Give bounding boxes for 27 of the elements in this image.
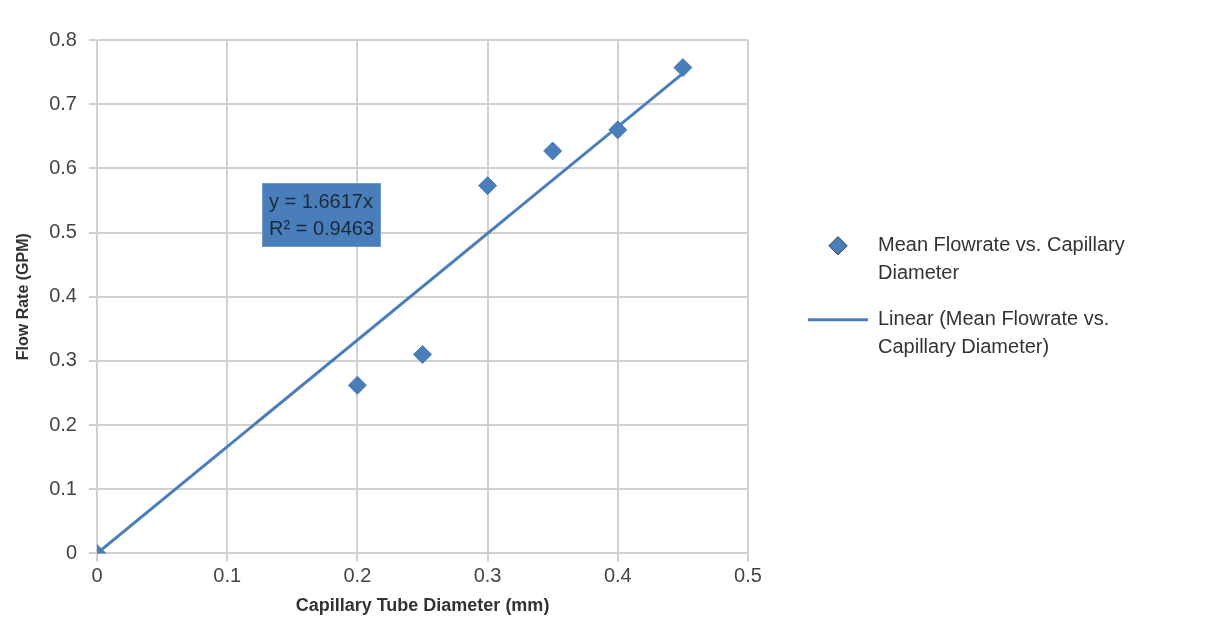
annotation: y = 1.6617x [269, 190, 373, 212]
y-tick-label: 0.2 [49, 412, 77, 435]
x-tick-label: 0.5 [734, 563, 762, 586]
y-tick-label: 0.1 [49, 476, 77, 499]
point [543, 141, 563, 161]
y-tick-label: 0.8 [49, 27, 77, 50]
legend-label: Linear (Mean Flowrate vs. Capillary Diameter) [878, 307, 1110, 358]
x-tick-label: 0 [91, 563, 103, 586]
y-axis-title: Flow Rate (GPM) [14, 233, 32, 361]
y-tick-label: 0.3 [49, 348, 77, 371]
point [413, 344, 432, 364]
x-tick-label: 0.1 [213, 563, 242, 586]
annotation: R² = 0.9463 [269, 217, 375, 239]
x-tick-label: 0.2 [343, 563, 372, 586]
y-tick-label: 0.7 [49, 91, 77, 114]
x-tick-label: 0.3 [473, 563, 502, 586]
point [608, 120, 628, 140]
y-tick-label: 0.6 [49, 155, 77, 178]
y-tick-label: 0.4 [49, 284, 77, 307]
point [478, 176, 498, 196]
x-axis-title: Capillary Tube Diameter (mm) [295, 595, 550, 616]
point [347, 375, 367, 395]
x-tick-label: 0.4 [603, 563, 632, 586]
y-tick-label: 0.5 [49, 220, 77, 243]
legend-label: Mean Flowrate vs. Capillary Diameter [878, 233, 1125, 284]
y-tick-label: 0 [65, 540, 77, 563]
point [673, 58, 693, 78]
